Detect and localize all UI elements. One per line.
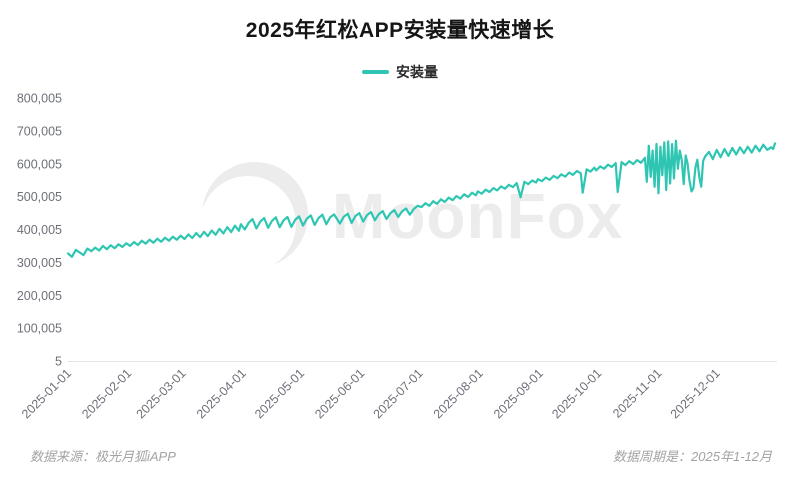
x-axis-tick-label: 2025-11-01 xyxy=(610,366,664,420)
data-source-note: 数据来源：极光月狐iAPP xyxy=(30,449,176,464)
x-axis-tick-label: 2025-09-01 xyxy=(491,366,546,421)
y-axis-tick-label: 100,005 xyxy=(17,322,62,336)
y-axis-tick-label: 400,005 xyxy=(17,223,62,237)
y-axis-tick-label: 700,005 xyxy=(17,124,62,138)
x-axis-tick-label: 2025-04-01 xyxy=(194,366,249,421)
x-axis-tick-label: 2025-03-01 xyxy=(134,366,189,421)
data-period-note: 数据周期是：2025年1-12月 xyxy=(613,449,772,464)
y-axis-tick-label: 800,005 xyxy=(17,92,62,106)
y-axis-tick-label: 5 xyxy=(55,355,62,369)
x-axis-tick-label: 2025-01-01 xyxy=(19,366,74,421)
installs-series-line xyxy=(66,139,777,258)
legend-line-swatch xyxy=(362,70,389,74)
y-axis-tick-label: 600,005 xyxy=(17,157,62,171)
x-axis-tick-label: 2025-08-01 xyxy=(431,366,486,421)
x-axis-tick-label: 2025-10-01 xyxy=(549,366,604,421)
x-axis-tick-label: 2025-07-01 xyxy=(371,366,426,421)
legend-label: 安装量 xyxy=(396,64,438,80)
x-axis-tick-label: 2025-12-01 xyxy=(668,366,723,421)
y-axis-tick-label: 300,005 xyxy=(17,256,62,270)
y-axis-tick-label: 200,005 xyxy=(17,289,62,303)
page-title: 2025年红松APP安装量快速增长 xyxy=(245,19,555,42)
x-axis-tick-label: 2025-02-01 xyxy=(79,366,134,421)
x-axis-tick-label: 2025-06-01 xyxy=(312,366,367,421)
x-axis-tick-label: 2025-05-01 xyxy=(252,366,307,421)
legend-item-installs[interactable]: 安装量 xyxy=(0,62,800,82)
y-axis-tick-label: 500,005 xyxy=(17,190,62,204)
